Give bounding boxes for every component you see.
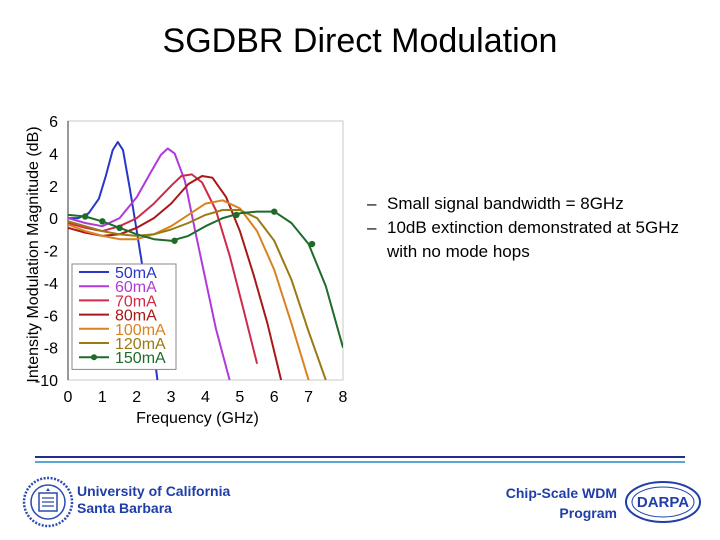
series-line-100mA <box>68 199 310 380</box>
bullet-item-extinction: – 10dB extinction demonstrated at 5GHz w… <box>367 216 697 264</box>
x-tick-label: 1 <box>98 389 107 406</box>
y-tick-label: -4 <box>44 276 58 293</box>
series-point-150mA <box>233 211 240 219</box>
legend-label-150mA: 150mA <box>115 350 166 367</box>
y-tick-label: 2 <box>49 179 58 196</box>
x-tick-label: 2 <box>132 389 141 406</box>
bullet-text-bandwidth: Small signal bandwidth = 8GHz <box>387 194 624 213</box>
y-tick-label: -8 <box>44 341 58 358</box>
institution-line-1: University of California <box>77 483 231 499</box>
y-tick-label: 6 <box>49 114 58 131</box>
legend-label-50mA: 50mA <box>115 265 157 282</box>
series-line-150mA <box>68 210 343 348</box>
darpa-logo-icon: DARPA <box>625 481 701 523</box>
university-seal-icon <box>22 476 74 528</box>
x-tick-label: 7 <box>304 389 313 406</box>
slide-title: SGDBR Direct Modulation <box>162 22 558 60</box>
series-line-60mA <box>68 147 231 380</box>
institution-line-2: Santa Barbara <box>77 500 172 516</box>
y-tick-label: -10 <box>35 373 58 390</box>
bullet-item-bandwidth: – Small signal bandwidth = 8GHz <box>367 192 697 216</box>
x-tick-label: 4 <box>201 389 210 406</box>
program-line-2: Program <box>559 505 617 521</box>
legend-label-100mA: 100mA <box>115 322 166 339</box>
legend-marker-150mA <box>91 354 97 361</box>
footer-rule-dark <box>35 456 685 458</box>
bullet-list: – Small signal bandwidth = 8GHz – 10dB e… <box>367 192 697 264</box>
y-tick-label: -6 <box>44 308 58 325</box>
bullet-dash: – <box>367 218 377 237</box>
series-point-150mA <box>81 213 89 220</box>
program-line-1: Chip-Scale WDM <box>505 485 617 501</box>
y-tick-label: -2 <box>44 244 58 261</box>
y-tick-label: 0 <box>49 211 58 228</box>
y-tick-label: 4 <box>49 146 58 163</box>
series-point-150mA <box>99 218 106 225</box>
institution-name: University of California Santa Barbara <box>77 483 230 517</box>
legend-label-70mA: 70mA <box>115 293 157 310</box>
series-point-150mA <box>171 237 178 244</box>
x-tick-label: 6 <box>270 389 279 406</box>
footer-rule-light <box>35 461 685 463</box>
series-point-150mA <box>116 224 123 232</box>
bullet-text-extinction: 10dB extinction demonstrated at 5GHz wit… <box>387 218 679 261</box>
legend-label-120mA: 120mA <box>115 336 166 353</box>
x-tick-label: 0 <box>64 389 73 406</box>
legend-box <box>71 263 177 370</box>
x-axis-label: Frequency (GHz) <box>136 410 259 427</box>
legend-label-80mA: 80mA <box>115 308 157 325</box>
series-line-70mA <box>68 173 259 365</box>
x-tick-label: 5 <box>235 389 244 406</box>
y-axis-label: Intensity Modulation Magnitude (dB) <box>25 126 42 382</box>
bullet-dash: – <box>367 194 377 213</box>
series-point-150mA <box>271 208 278 215</box>
darpa-logo-text: DARPA <box>637 494 689 511</box>
x-tick-label: 8 <box>339 389 348 406</box>
legend-label-60mA: 60mA <box>115 279 157 296</box>
program-name: Chip-Scale WDM Program <box>506 483 617 523</box>
x-tick-label: 3 <box>167 389 176 406</box>
series-point-150mA <box>308 240 316 248</box>
series-line-120mA <box>68 209 327 380</box>
series-line-80mA <box>68 175 283 380</box>
